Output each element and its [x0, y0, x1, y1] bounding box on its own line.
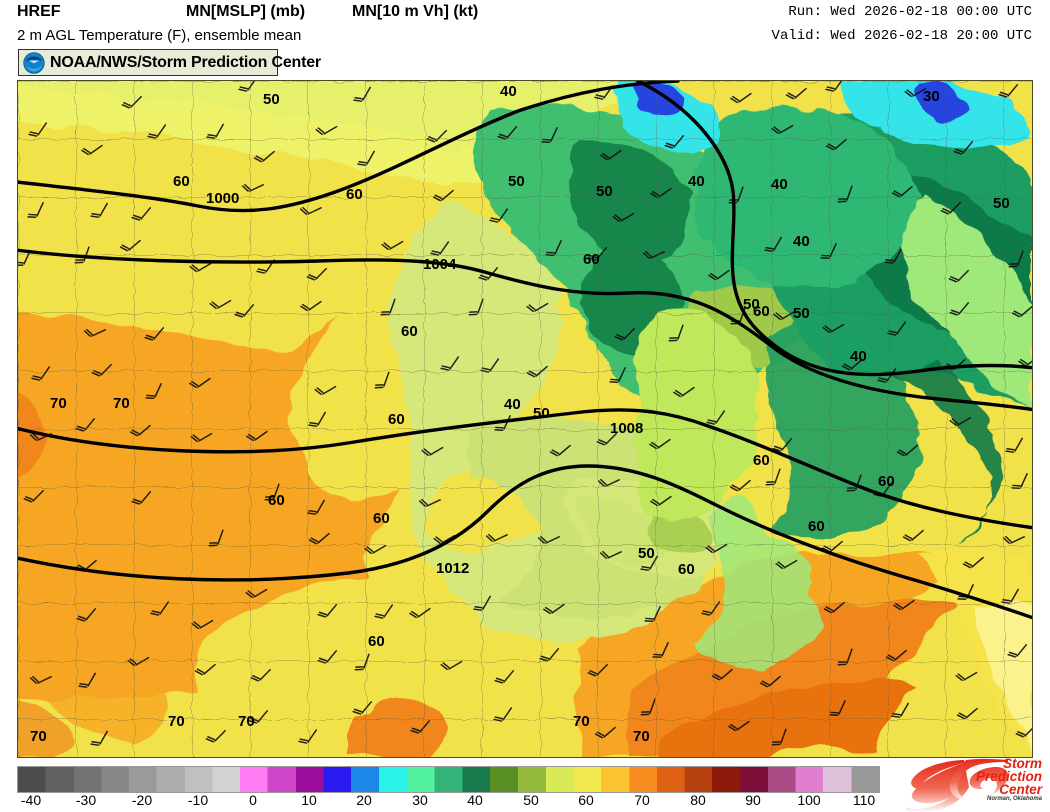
svg-text:60: 60: [373, 510, 390, 527]
svg-text:70: 70: [30, 728, 47, 745]
svg-text:40: 40: [500, 83, 517, 100]
svg-text:50: 50: [638, 545, 655, 562]
svg-text:70: 70: [238, 713, 255, 730]
svg-text:60: 60: [388, 411, 405, 428]
svg-text:60: 60: [678, 561, 695, 578]
svg-text:70: 70: [50, 395, 67, 412]
svg-text:1000: 1000: [206, 190, 239, 207]
svg-text:60: 60: [878, 473, 895, 490]
svg-text:40: 40: [850, 348, 867, 365]
svg-text:60: 60: [583, 251, 600, 268]
svg-text:40: 40: [771, 176, 788, 193]
svg-text:1012: 1012: [436, 560, 469, 577]
svg-text:50: 50: [263, 91, 280, 108]
svg-text:50: 50: [596, 183, 613, 200]
svg-text:60: 60: [368, 633, 385, 650]
svg-text:70: 70: [633, 728, 650, 745]
svg-text:50: 50: [993, 195, 1010, 212]
svg-text:30: 30: [923, 88, 940, 105]
svg-text:1004: 1004: [423, 256, 457, 273]
svg-text:60: 60: [753, 452, 770, 469]
svg-text:70: 70: [573, 713, 590, 730]
svg-text:50: 50: [508, 173, 525, 190]
svg-text:50: 50: [533, 405, 550, 422]
svg-text:70: 70: [113, 395, 130, 412]
svg-text:50: 50: [743, 296, 760, 313]
svg-text:60: 60: [401, 323, 418, 340]
svg-text:60: 60: [268, 492, 285, 509]
svg-text:60: 60: [173, 173, 190, 190]
svg-text:60: 60: [346, 186, 363, 203]
svg-text:70: 70: [168, 713, 185, 730]
svg-text:60: 60: [808, 518, 825, 535]
svg-text:50: 50: [793, 305, 810, 322]
svg-text:1008: 1008: [610, 420, 643, 437]
svg-text:40: 40: [504, 396, 521, 413]
svg-text:40: 40: [793, 233, 810, 250]
svg-text:40: 40: [688, 173, 705, 190]
